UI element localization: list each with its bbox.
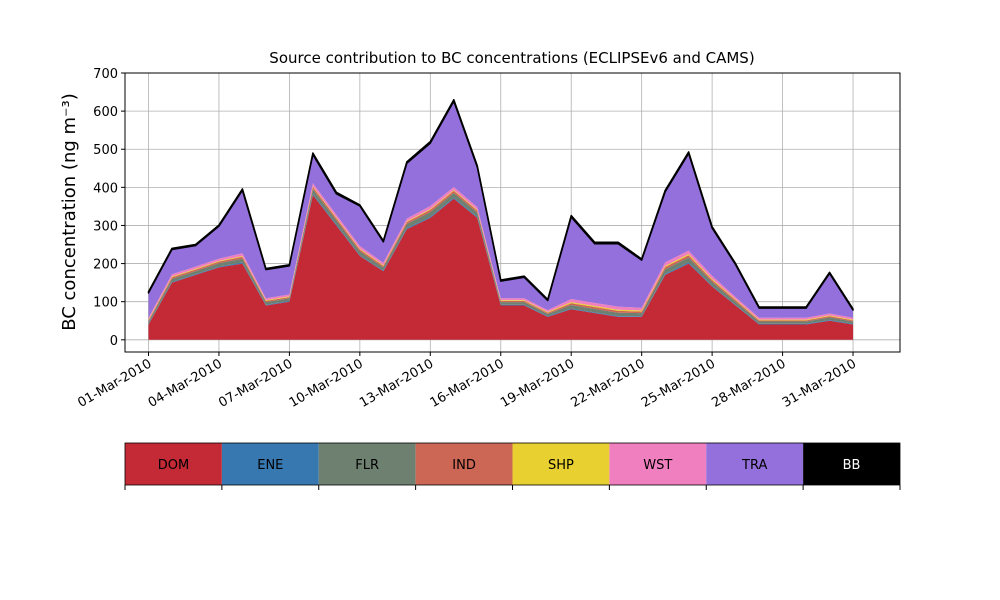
legend-swatch: [803, 443, 900, 485]
x-tick-label: 25-Mar-2010: [639, 356, 718, 410]
area-bb: [147, 98, 854, 311]
x-tick-label: 22-Mar-2010: [569, 356, 648, 410]
legend-swatch: [706, 443, 804, 485]
legend-swatch: [512, 443, 610, 485]
x-tick-label: 04-Mar-2010: [146, 356, 225, 410]
legend-label: TRA: [741, 458, 767, 473]
x-tick-label: 01-Mar-2010: [75, 356, 154, 410]
legend-label: DOM: [158, 458, 189, 473]
area-dom: [148, 194, 854, 340]
x-tick-label: 13-Mar-2010: [357, 356, 436, 410]
chart-title: Source contribution to BC concentrations…: [269, 49, 754, 67]
x-tick-label: 19-Mar-2010: [498, 356, 577, 410]
y-tick-label: 200: [93, 258, 118, 273]
legend-swatch: [415, 443, 513, 485]
x-tick-label: 16-Mar-2010: [428, 356, 507, 410]
y-tick-label: 500: [93, 143, 118, 158]
x-tick-label: 28-Mar-2010: [709, 356, 788, 410]
y-tick-label: 400: [93, 181, 118, 196]
legend-label: WST: [643, 458, 672, 473]
x-tick-label: 31-Mar-2010: [780, 356, 859, 410]
legend-swatch: [609, 443, 707, 485]
x-tick-label: 07-Mar-2010: [216, 356, 295, 410]
legend-label: FLR: [355, 458, 379, 473]
plot-frame: [124, 72, 901, 353]
legend-label: BB: [843, 458, 861, 473]
y-tick-label: 100: [93, 296, 118, 311]
legend-swatch: [221, 443, 319, 485]
legend-label: SHP: [548, 458, 574, 473]
y-tick-label: 0: [110, 334, 118, 349]
y-axis-label: BC concentration (ng m⁻³): [59, 93, 80, 331]
legend-swatch: [318, 443, 416, 485]
y-tick-label: 700: [93, 67, 118, 82]
legend-label: ENE: [257, 458, 283, 473]
y-tick-label: 300: [93, 219, 118, 234]
legend-label: IND: [452, 458, 476, 473]
x-tick-label: 10-Mar-2010: [287, 356, 366, 410]
legend-swatch: [125, 443, 222, 485]
y-tick-label: 600: [93, 105, 118, 120]
